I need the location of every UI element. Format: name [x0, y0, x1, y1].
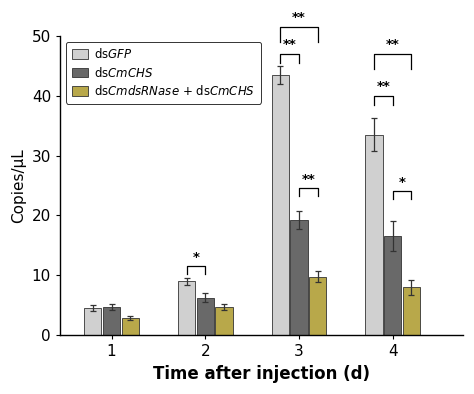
Bar: [122, 318, 139, 335]
Text: **: **: [301, 173, 315, 186]
X-axis label: Time after injection (d): Time after injection (d): [153, 365, 370, 383]
Text: **: **: [283, 38, 296, 51]
Bar: [103, 307, 120, 335]
Bar: [84, 309, 101, 335]
Bar: [365, 134, 383, 335]
Bar: [197, 297, 214, 335]
Y-axis label: Copies/μL: Copies/μL: [11, 148, 26, 223]
Text: **: **: [386, 38, 400, 51]
Bar: [291, 220, 308, 335]
Bar: [403, 287, 420, 335]
Bar: [178, 281, 195, 335]
Bar: [215, 307, 233, 335]
Text: *: *: [192, 251, 200, 264]
Bar: [309, 277, 326, 335]
Bar: [384, 236, 401, 335]
Bar: [272, 74, 289, 335]
Text: *: *: [399, 176, 405, 189]
Legend: ds$\it{GFP}$, ds$\it{CmCHS}$, ds$\it{CmdsRNase}$ + ds$\it{CmCHS}$: ds$\it{GFP}$, ds$\it{CmCHS}$, ds$\it{Cmd…: [66, 41, 261, 104]
Text: **: **: [292, 11, 306, 24]
Text: **: **: [376, 80, 390, 93]
